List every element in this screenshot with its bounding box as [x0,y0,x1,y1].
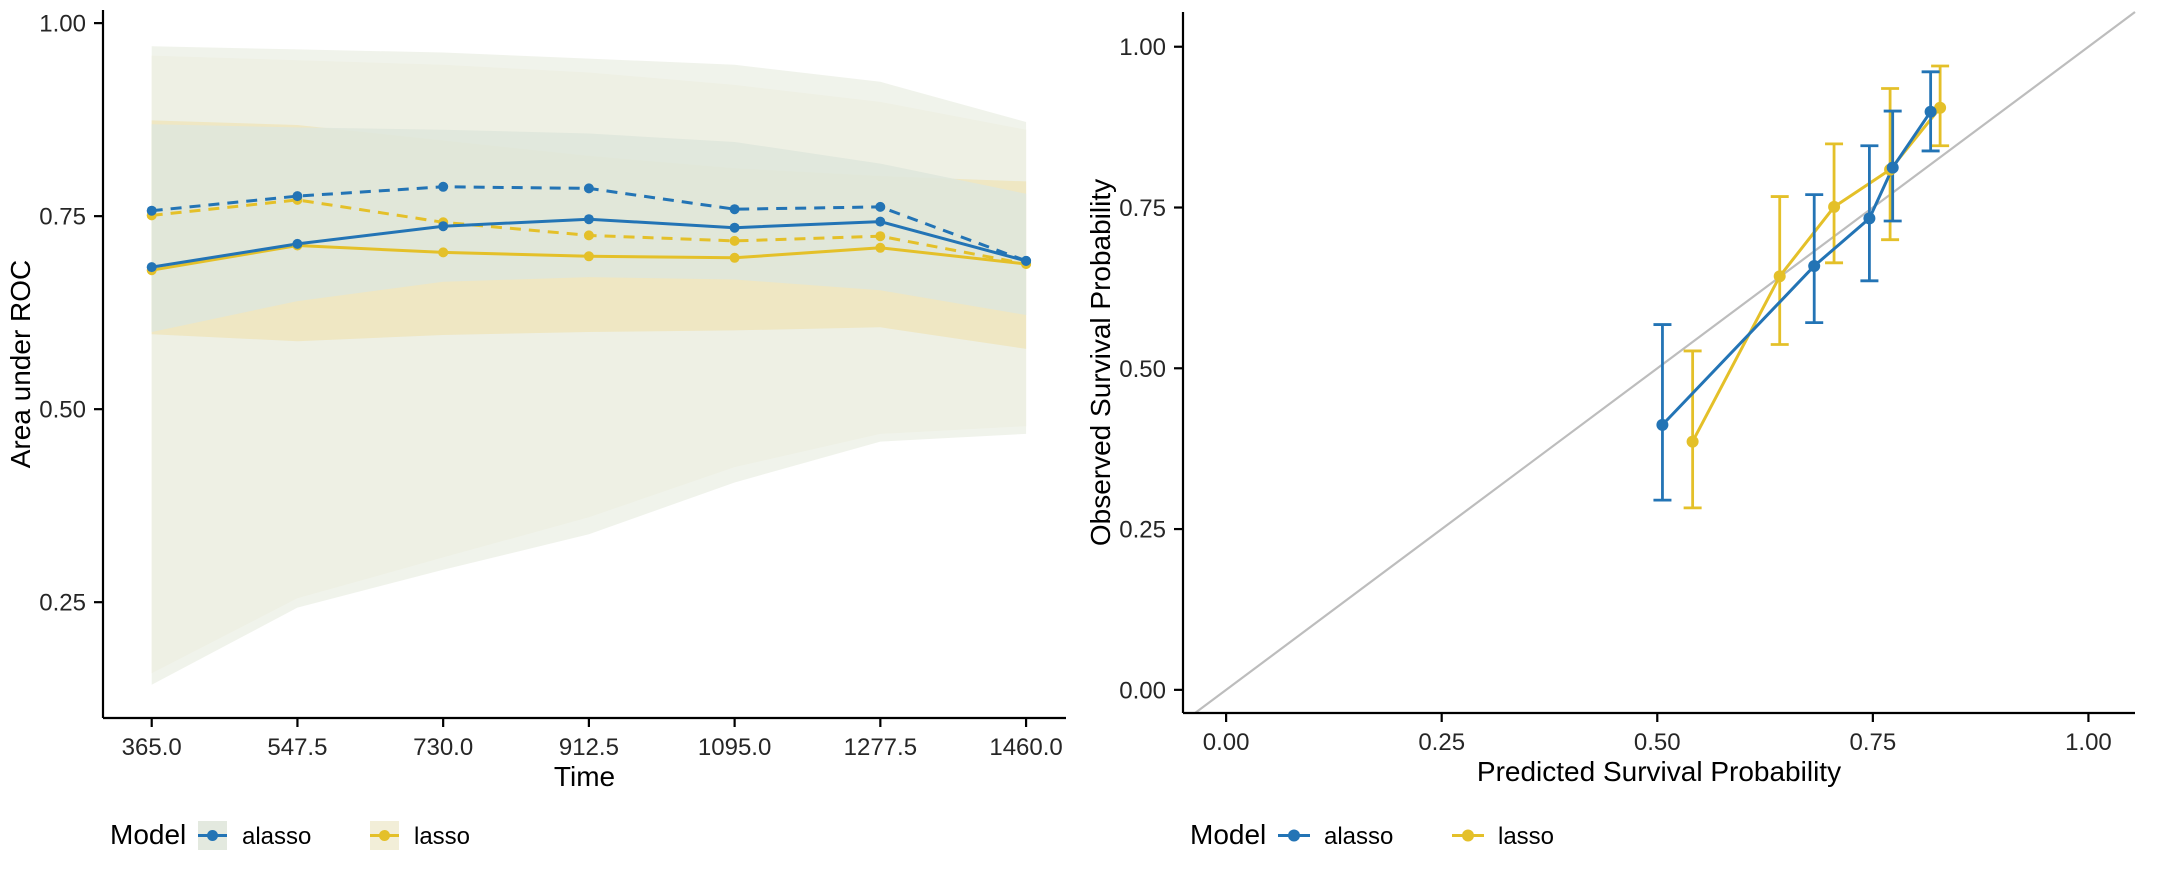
diagonal-reference-line [1194,11,2136,714]
y-tick-label: 0.50 [39,397,86,424]
y-tick-label: 1.00 [39,11,86,38]
legend-key-point [379,830,390,841]
point-alasso-solid [583,214,594,225]
y-tick-label: 0.75 [1119,195,1166,222]
x-tick-label: 1.00 [2065,729,2112,756]
y-tick-label: 0.25 [39,590,86,617]
legend-key-point [1288,829,1300,842]
line-lasso [1691,106,1942,443]
point-lasso-solid [438,247,449,258]
x-tick-label: 0.50 [1634,729,1681,756]
x-tick-label: 1277.5 [844,734,917,761]
legend-label-lasso: lasso [1498,823,1554,850]
point-lasso-dashed [583,230,594,241]
point-alasso [1886,161,1899,174]
legend-key-point [207,830,218,841]
legend-label-alasso: alasso [1324,823,1393,850]
point-alasso-solid [875,216,886,227]
left-panel-auc-chart: 0.25 0.50 0.75 1.00 365.0 547.5 730.0 912.5 1095… [5,10,1066,850]
y-axis-title: Observed Survival Probability [1085,179,1116,546]
point-lasso [1686,435,1699,448]
point-alasso-solid [438,221,449,232]
x-tick-label: 1460.0 [989,734,1062,761]
point-alasso [1863,212,1876,225]
point-alasso-dashed [583,183,594,194]
y-tick-label: 0.25 [1119,517,1166,544]
x-tick-label: 0.75 [1849,729,1896,756]
y-axis-title: Area under ROC [5,260,36,469]
x-tick-label: 730.0 [413,734,473,761]
x-tick-label: 912.5 [559,734,619,761]
point-alasso-dashed [729,204,740,215]
x-tick-label: 1095.0 [698,734,771,761]
right-panel-calibration-chart: 0.00 0.25 0.50 0.75 1.00 0.00 0.25 0.50 0.75 1.00… [1085,11,2136,850]
x-tick-label: 365.0 [122,734,182,761]
point-alasso [1924,105,1937,118]
point-alasso [1808,260,1821,272]
legend-key-point [1462,829,1474,842]
point-lasso-solid [583,251,594,262]
point-alasso-solid [292,238,303,249]
y-tick-label: 0.75 [39,204,86,231]
point-lasso [1773,270,1786,283]
point-lasso [1934,101,1947,114]
x-axis-title: Predicted Survival Probability [1477,756,1841,787]
x-axis-title: Time [554,761,615,792]
point-alasso-solid [146,262,157,273]
ribbon-alasso-inner [151,124,1027,332]
point-lasso-dashed [875,231,886,242]
point-alasso-dashed [1021,255,1032,266]
point-alasso-dashed [292,191,303,202]
point-alasso-dashed [438,181,449,192]
point-alasso-dashed [146,205,157,216]
point-lasso-solid [729,252,740,263]
legend-label-lasso: lasso [414,823,470,850]
y-tick-label: 0.50 [1119,356,1166,383]
point-alasso-dashed [875,201,886,212]
point-lasso-solid [875,242,886,253]
x-tick-label: 0.00 [1203,729,1250,756]
legend-title: Model [1190,819,1266,850]
legend-title: Model [110,819,186,850]
y-tick-label: 0.00 [1119,677,1166,704]
x-tick-label: 547.5 [267,734,327,761]
x-tick-label: 0.25 [1418,729,1465,756]
point-alasso [1656,418,1669,431]
point-lasso [1828,200,1841,213]
legend-label-alasso: alasso [242,823,311,850]
point-lasso-dashed [729,235,740,246]
point-alasso-solid [729,222,740,233]
y-tick-label: 1.00 [1119,34,1166,61]
